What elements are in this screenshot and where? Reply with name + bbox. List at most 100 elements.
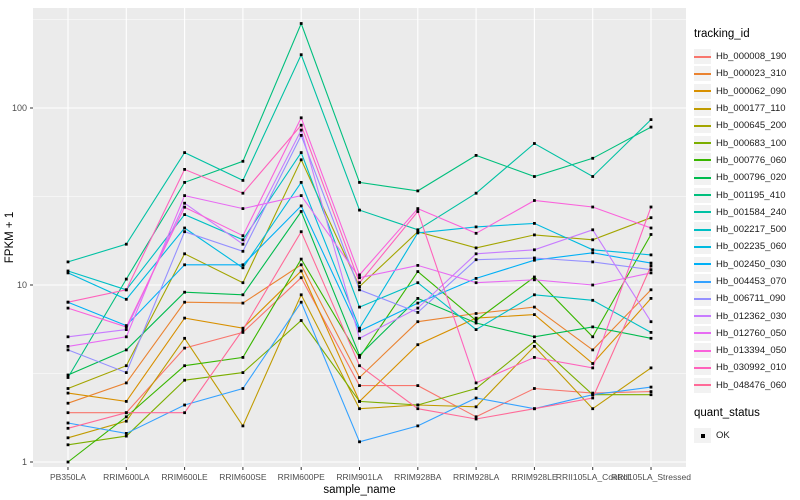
data-point [591,251,595,255]
data-point [474,316,478,320]
data-point [591,175,595,178]
data-point [124,419,128,423]
legend-key-swatch [694,222,711,238]
data-point [533,278,536,282]
data-point [591,393,595,397]
data-point [358,285,361,288]
legend-entry-Hb_000683_100: Hb_000683_100 [694,134,800,151]
legend-key-swatch [694,170,711,186]
data-point [533,199,536,202]
x-axis-title: sample_name [323,484,395,496]
data-point [358,181,361,184]
legend-entry-Hb_000776_060: Hb_000776_060 [694,152,800,169]
data-point [416,311,420,314]
data-point [241,301,245,305]
legend-entry-label: Hb_000062_090 [716,85,787,97]
legend-entry-Hb_000645_200: Hb_000645_200 [694,117,800,134]
data-point [66,306,70,310]
data-point [533,387,536,390]
legend-key-line [694,55,711,58]
legend-entry-Hb_012362_030: Hb_012362_030 [694,307,800,324]
legend-entry-label: Hb_000177_110 [716,103,786,115]
data-point [183,411,186,415]
legend-key-line [694,211,711,214]
data-point [591,283,595,287]
data-point [66,436,70,440]
legend-key-line [694,159,711,162]
legend-key-swatch [694,239,711,255]
data-point [649,233,653,236]
data-point [124,371,128,374]
legend-entry-Hb_012760_050: Hb_012760_050 [694,325,800,342]
data-point [299,263,303,267]
data-point [474,312,478,315]
legend-entry-label: Hb_000776_060 [716,154,787,166]
data-point [474,396,478,400]
data-point [416,407,420,411]
legend-entry-Hb_004453_070: Hb_004453_070 [694,273,800,290]
data-point [241,387,245,390]
legend-entry-label: Hb_006711_090 [716,293,786,305]
data-point [533,305,536,309]
data-point [241,356,245,359]
legend-key-swatch [694,66,711,82]
legend-key-line [694,315,711,318]
data-point [358,364,361,368]
data-point [241,293,245,297]
data-point [533,335,536,339]
data-point [124,328,128,331]
data-point [183,300,186,304]
data-point [474,417,478,421]
data-point [358,329,361,333]
legend-key-line [694,72,711,75]
x-tick-label: RRIM600PE [278,472,326,482]
data-point [183,290,186,294]
data-point [66,345,70,348]
legend-entry-Hb_000796_020: Hb_000796_020 [694,169,800,186]
legend-entry-label: Hb_012760_050 [716,327,787,339]
legend-key-line [694,107,711,110]
data-point [649,253,653,257]
data-point [124,297,128,301]
x-tick-label: RRII105LA_Control [556,472,630,482]
data-point [533,142,536,145]
data-point [474,154,478,157]
data-point [474,321,478,325]
data-point [416,403,420,407]
legend-entry-label: Hb_013394_050 [716,345,787,357]
data-point [533,233,536,237]
data-point [591,335,595,339]
legend-key-swatch [694,204,711,220]
legend-key-swatch [694,343,711,359]
data-point [591,260,595,264]
data-point [358,276,361,280]
legend-key-swatch [694,49,711,65]
legend-key-point [700,433,705,438]
data-point [183,194,186,197]
legend-entry-Hb_000177_110: Hb_000177_110 [694,100,800,117]
legend-key-line [694,263,711,266]
legend-key-line [694,297,711,300]
data-point [474,258,478,262]
data-point [358,326,361,330]
legend-key-swatch [694,274,711,289]
x-tick-label: RRIM600SE [219,472,267,482]
x-tick-label: RRIM928LA [453,472,500,482]
data-point [358,400,361,403]
legend-key-swatch [694,291,711,307]
data-point [591,238,595,242]
legend-entry-label: Hb_012362_030 [716,310,787,322]
data-point [474,415,478,419]
legend-key-line [694,90,711,93]
data-point [299,116,303,120]
legend-key-line [694,176,711,179]
data-point [649,216,653,220]
data-point [358,440,361,444]
data-point [416,189,420,193]
x-tick-label: RRIM901LA [336,472,383,482]
data-point [183,205,186,209]
data-point [649,118,653,121]
legend-entry-Hb_048476_060: Hb_048476_060 [694,377,800,394]
legend-key-swatch [694,325,711,341]
data-point [474,231,478,235]
